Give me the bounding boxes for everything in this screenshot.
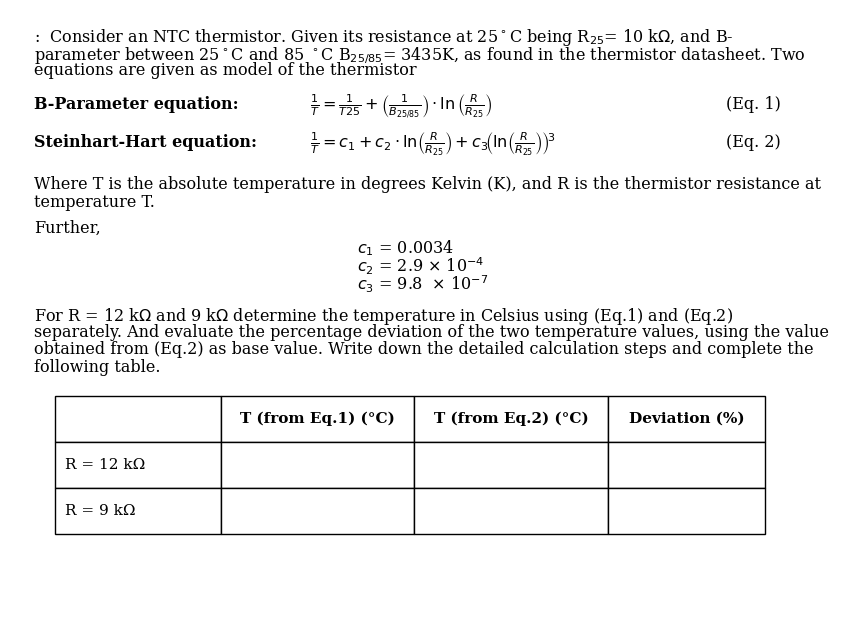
Bar: [608, 396, 765, 442]
Bar: [55, 442, 221, 488]
Bar: [414, 442, 608, 488]
Text: temperature T.: temperature T.: [34, 194, 155, 211]
Text: $c_1$ = 0.0034: $c_1$ = 0.0034: [357, 238, 453, 258]
Bar: [608, 488, 765, 534]
Text: equations are given as model of the thermistor: equations are given as model of the ther…: [34, 62, 417, 80]
Text: R = 12 kΩ: R = 12 kΩ: [65, 458, 146, 472]
Text: $c_3$ = 9.8  $\times$ 10$^{-7}$: $c_3$ = 9.8 $\times$ 10$^{-7}$: [357, 274, 488, 296]
Text: Deviation (%): Deviation (%): [628, 412, 745, 426]
Bar: [221, 396, 414, 442]
Text: Steinhart-Hart equation:: Steinhart-Hart equation:: [34, 134, 257, 151]
Text: Where T is the absolute temperature in degrees Kelvin (K), and R is the thermist: Where T is the absolute temperature in d…: [34, 176, 821, 193]
Text: following table.: following table.: [34, 359, 160, 376]
Bar: [55, 488, 221, 534]
Text: $\frac{1}{T} = \frac{1}{T25} + \left(\frac{1}{B_{25/85}}\right) \cdot \ln\left(\: $\frac{1}{T} = \frac{1}{T25} + \left(\fr…: [310, 92, 492, 120]
Bar: [221, 442, 414, 488]
Text: B-Parameter equation:: B-Parameter equation:: [34, 96, 239, 113]
Text: $\frac{1}{T} = c_1 + c_2 \cdot \ln\!\left(\frac{R}{R_{25}}\right) + c_3\!\left(\: $\frac{1}{T} = c_1 + c_2 \cdot \ln\!\lef…: [310, 131, 555, 158]
Text: (Eq. 1): (Eq. 1): [726, 96, 781, 113]
Text: separately. And evaluate the percentage deviation of the two temperature values,: separately. And evaluate the percentage …: [34, 324, 829, 341]
Text: T (from Eq.2) (°C): T (from Eq.2) (°C): [434, 412, 588, 426]
Bar: [414, 396, 608, 442]
Text: R = 9 kΩ: R = 9 kΩ: [65, 504, 136, 518]
Text: parameter between 25$^\circ$C and 85 $^\circ$C B$_{25/85}$= 3435K, as found in t: parameter between 25$^\circ$C and 85 $^\…: [34, 45, 806, 66]
Bar: [221, 488, 414, 534]
Text: (Eq. 2): (Eq. 2): [726, 134, 780, 151]
Text: For R = 12 k$\Omega$ and 9 k$\Omega$ determine the temperature in Celsius using : For R = 12 k$\Omega$ and 9 k$\Omega$ det…: [34, 306, 733, 327]
Text: obtained from (Eq.2) as base value. Write down the detailed calculation steps an: obtained from (Eq.2) as base value. Writ…: [34, 341, 813, 359]
Bar: [55, 396, 221, 442]
Text: :  Consider an NTC thermistor. Given its resistance at 25$^\circ$C being R$_{25}: : Consider an NTC thermistor. Given its …: [34, 27, 734, 48]
Text: T (from Eq.1) (°C): T (from Eq.1) (°C): [240, 412, 395, 426]
Text: Further,: Further,: [34, 220, 101, 237]
Bar: [608, 442, 765, 488]
Bar: [414, 488, 608, 534]
Text: $c_2$ = 2.9 $\times$ 10$^{-4}$: $c_2$ = 2.9 $\times$ 10$^{-4}$: [357, 256, 484, 278]
